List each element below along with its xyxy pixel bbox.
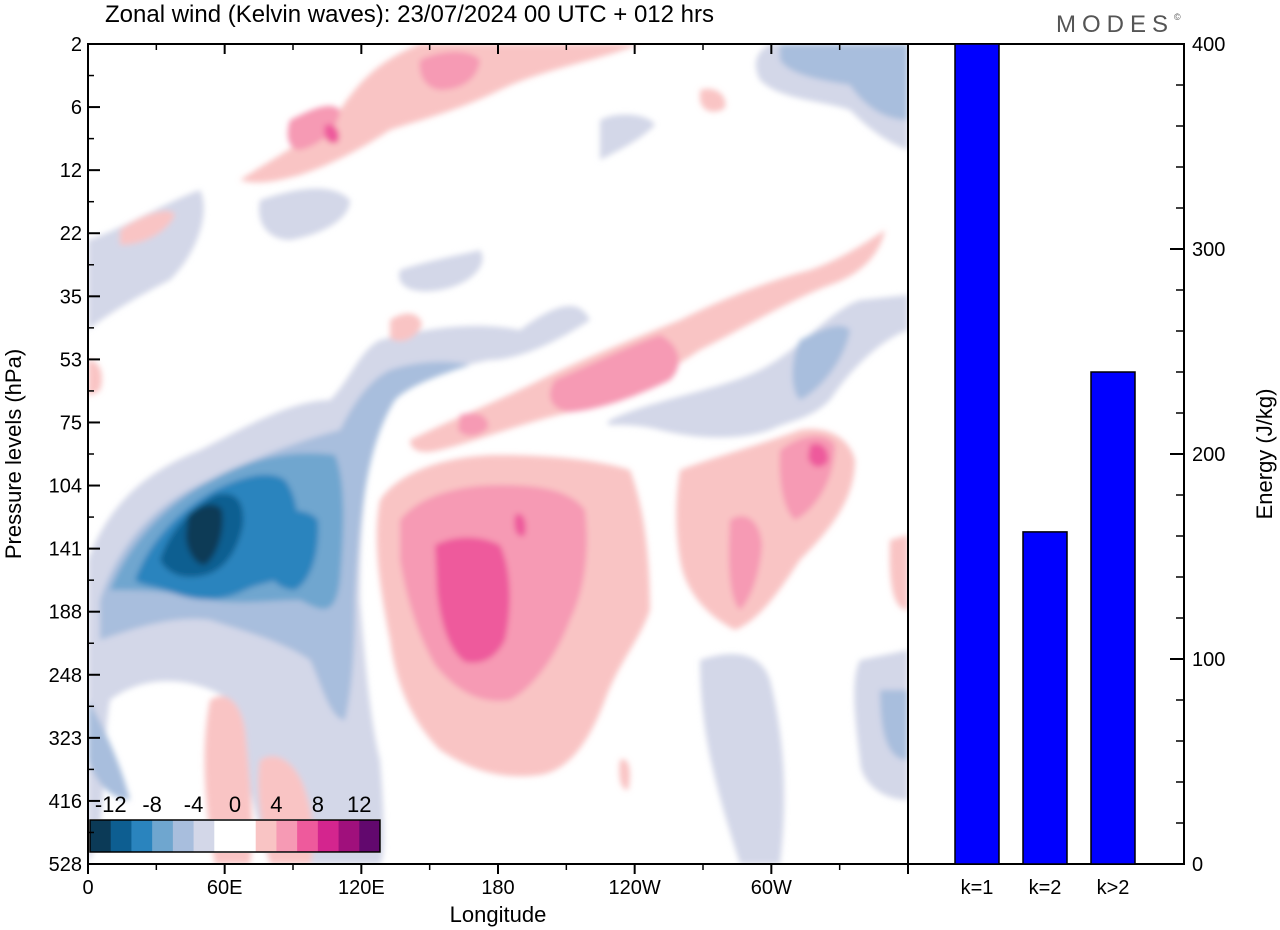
y-tick-label: 528 [49,854,82,876]
contour-pos-1 [390,313,422,342]
colorbar-label: 4 [270,792,282,817]
energy-tick-label: 200 [1192,444,1225,466]
energy-bar-labels: k=1 k=2 k>2 [961,877,1130,899]
energy-bar-label: k=1 [961,877,994,899]
energy-bar [1022,531,1068,865]
energy-tick-label: 400 [1192,34,1225,56]
colorbar-swatch [152,820,174,852]
contour-pos-2 [728,516,762,610]
brand-logo: MODES© [1056,11,1181,38]
contour-neg-2 [88,700,130,800]
y-tick-label: 2 [71,34,82,56]
y-tick-label: 141 [49,539,82,561]
colorbar-swatch [172,820,195,852]
contour-pos-3 [435,537,510,663]
energy-axis: 0 100 200 300 400 [1170,34,1225,876]
y-tick-label: 104 [49,476,82,498]
y-tick-label: 75 [60,412,82,434]
contour-pos-2 [550,335,679,412]
y-tick-label: 323 [49,728,82,750]
colorbar-label: 12 [347,792,371,817]
energy-tick-label: 0 [1192,854,1203,876]
colorbar-swatch [110,820,132,852]
colorbar-label: 8 [312,792,324,817]
x-tick-label: 120W [609,877,661,899]
contour-neg-2 [780,44,908,120]
colorbar-swatch [193,820,215,852]
contour-pos-3 [808,443,829,467]
energy-bar [1090,371,1136,865]
colorbar-frame [89,819,381,853]
energy-axis-label: Energy (J/kg) [1252,389,1277,520]
contour-neg-1 [88,190,204,330]
energy-tick-label: 100 [1192,649,1225,671]
colorbar-swatch [317,820,340,852]
contour-neg-1 [854,650,908,800]
contour-pos-1 [700,88,726,112]
colorbar-label: -8 [142,792,162,817]
colorbar-swatch [297,820,319,852]
energy-bar-label: k>2 [1097,877,1130,899]
chart-title: Zonal wind (Kelvin waves): 23/07/2024 00… [105,1,714,28]
x-tick-label: 60W [751,877,792,899]
colorbar-swatch [338,820,360,852]
x-axis-label: Longitude [450,902,547,927]
colorbar-swatch [131,820,153,852]
colorbar-swatch [90,820,112,852]
contour-pos-2 [287,105,340,150]
contour-pos-3 [324,124,340,144]
contour-pos-1 [240,44,640,183]
contour-neg-2 [880,690,908,760]
colorbar-label: -4 [184,792,204,817]
y-tick-label: 53 [60,349,82,371]
x-tick-label: 60E [207,877,243,899]
y-tick-label: 6 [71,97,82,119]
y-tick-label: 35 [60,286,82,308]
contour-pos-1 [120,210,175,245]
y-tick-label: 188 [49,602,82,624]
colorbar-label: 0 [229,792,241,817]
contour-neg-1 [399,250,483,292]
colorbar-swatch [214,820,236,852]
contour-pos-2 [419,51,480,90]
energy-tick-label: 300 [1192,239,1225,261]
colorbar-labels: -12 -8 -4 0 4 8 12 [95,792,372,817]
x-tick-label: 0 [82,877,93,899]
x-tick-label: 180 [481,877,514,899]
y-axis-label: Pressure levels (hPa) [1,349,26,559]
y-tick-label: 416 [49,791,82,813]
colorbar-swatch [235,820,257,852]
contour-neg-1 [600,114,655,160]
colorbar-swatch [359,820,381,852]
colorbar-swatch [255,820,277,852]
contour-pos-1 [889,535,908,610]
contour-pos-1 [619,759,630,790]
colorbar [89,819,381,853]
y-tick-label: 12 [60,160,82,182]
contour-neg-4 [255,510,319,590]
y-axis: 2 6 12 22 35 53 75 104 141 188 248 323 416 528 [49,34,100,876]
contour-neg-2 [792,325,850,400]
x-axis: 0 60E 120E 180 120W 60W [82,44,909,899]
energy-bar-label: k=2 [1029,877,1062,899]
y-tick-label: 248 [49,665,82,687]
contour-neg-1 [700,654,785,864]
contour-pos-1 [88,360,102,395]
wind-field [88,44,908,864]
contour-pos-2 [458,413,489,436]
colorbar-label: -12 [95,792,127,817]
energy-bar [954,43,1000,865]
colorbar-swatch [276,820,298,852]
contour-pos-3 [514,513,526,537]
contour-neg-6 [186,504,223,565]
y-tick-label: 22 [60,223,82,245]
energy-bars [954,43,1136,865]
x-tick-label: 120E [338,877,385,899]
contour-neg-1 [259,188,350,240]
